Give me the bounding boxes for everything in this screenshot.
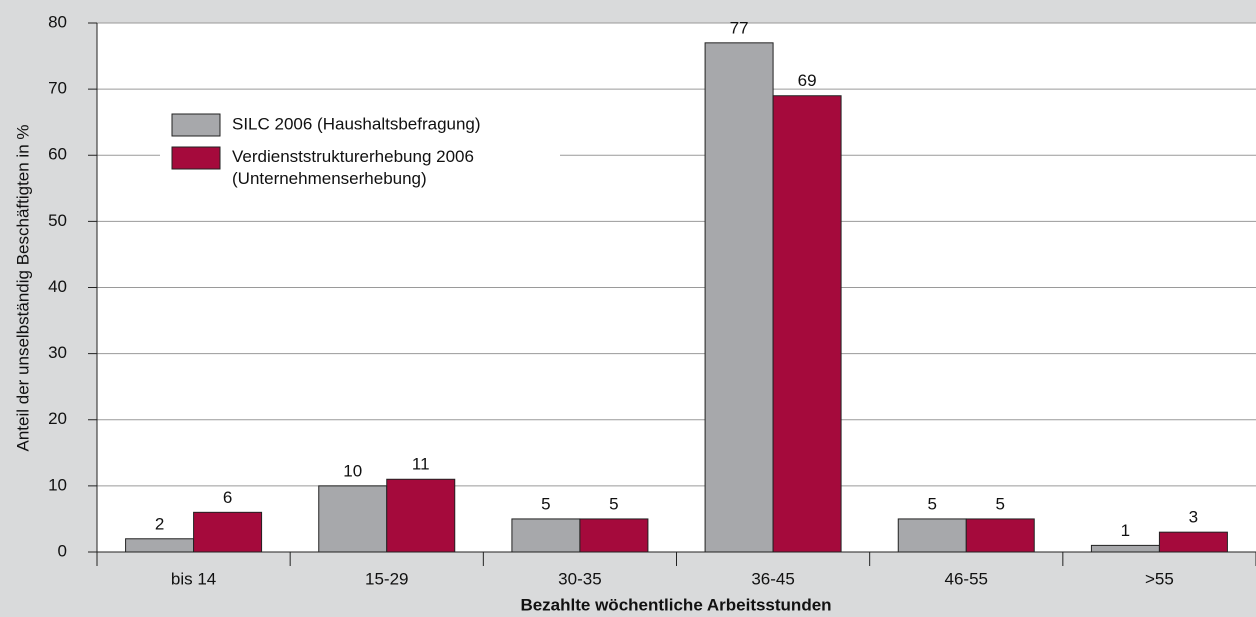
bar — [965, 518, 1035, 553]
value-label: 77 — [730, 18, 749, 37]
bar — [318, 485, 388, 553]
x-tick-label: >55 — [1145, 569, 1174, 588]
legend-box — [160, 103, 560, 203]
bar — [772, 95, 842, 553]
y-tick-label: 20 — [48, 409, 67, 428]
value-label: 5 — [996, 494, 1005, 513]
legend-swatch — [171, 113, 221, 137]
y-tick-label: 0 — [58, 541, 67, 560]
y-tick-label: 40 — [48, 277, 67, 296]
y-tick-label: 70 — [48, 79, 67, 98]
x-tick-label: 15-29 — [365, 569, 408, 588]
y-tick-label: 10 — [48, 475, 67, 494]
value-label: 3 — [1189, 508, 1198, 527]
bar — [193, 511, 263, 553]
x-axis-title: Bezahlte wöchentliche Arbeitsstunden — [520, 595, 831, 614]
legend-label: Verdienststrukturerhebung 2006 (Unternehm… — [232, 147, 474, 188]
value-label: 69 — [798, 71, 817, 90]
bar — [1090, 544, 1160, 553]
value-label: 6 — [223, 488, 232, 507]
x-tick-label: bis 14 — [171, 569, 216, 588]
bar — [704, 42, 774, 553]
value-label: 10 — [343, 461, 362, 480]
y-axis-title: Anteil der unselbständig Beschäftigten i… — [13, 125, 32, 452]
bar — [511, 518, 581, 553]
y-tick-label: 50 — [48, 211, 67, 230]
bar — [579, 518, 649, 553]
legend-swatch — [171, 146, 221, 170]
x-tick-label: 46-55 — [945, 569, 988, 588]
value-label: 5 — [609, 494, 618, 513]
y-tick-label: 30 — [48, 343, 67, 362]
value-label: 2 — [155, 514, 164, 533]
bar — [1158, 531, 1228, 553]
legend: SILC 2006 (Haushaltsbefragung) Verdiensts… — [160, 103, 560, 203]
bar — [386, 478, 456, 553]
x-tick-label: 36-45 — [751, 569, 794, 588]
value-label: 11 — [412, 455, 430, 474]
x-tick-label: 30-35 — [558, 569, 601, 588]
value-label: 5 — [541, 494, 550, 513]
bar — [897, 518, 967, 553]
bar — [125, 538, 195, 553]
legend-label: SILC 2006 (Haushaltsbefragung) — [232, 114, 481, 133]
value-label: 5 — [928, 494, 937, 513]
y-tick-label: 60 — [48, 145, 67, 164]
y-tick-label: 80 — [48, 12, 67, 31]
value-label: 1 — [1121, 521, 1130, 540]
